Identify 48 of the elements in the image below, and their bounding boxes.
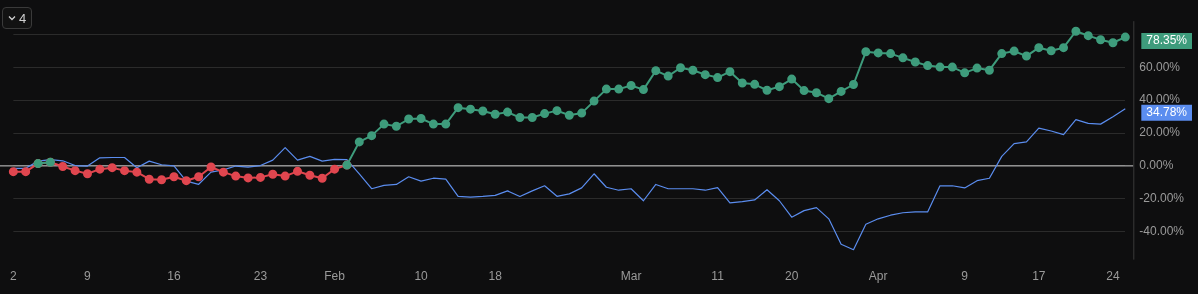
x-tick-label: 11	[711, 269, 725, 284]
point	[268, 169, 278, 179]
x-tick-label: Apr	[868, 269, 888, 284]
annotation: 4	[19, 10, 27, 26]
x-tick-label: 24	[1106, 269, 1120, 284]
x-tick-label: Feb	[324, 269, 346, 284]
data-label: 78.35%	[1146, 33, 1188, 48]
x-tick-label: 16	[167, 269, 181, 284]
x-tick-label: 9	[84, 269, 92, 284]
point	[132, 167, 142, 177]
point	[8, 167, 18, 177]
point	[95, 164, 105, 174]
point	[70, 166, 80, 176]
x-tick-label: 2	[9, 269, 17, 284]
point	[82, 169, 92, 179]
y-tick-label: 40.00%	[1139, 92, 1181, 107]
point	[157, 175, 167, 185]
y-tick-label: -40.00%	[1139, 223, 1185, 238]
x-tick-label: 23	[253, 269, 268, 284]
x-tick-label: 20	[785, 269, 799, 284]
point	[120, 166, 130, 176]
point	[107, 163, 117, 173]
point	[280, 171, 290, 181]
point	[317, 173, 327, 183]
point	[194, 172, 204, 182]
point	[206, 162, 216, 172]
point	[293, 166, 303, 176]
point	[181, 176, 191, 186]
x-tick-label: 18	[488, 269, 503, 284]
point	[21, 167, 31, 177]
point	[243, 173, 253, 183]
point	[330, 164, 340, 174]
x-tick-label: 9	[961, 269, 969, 284]
x-tick-label: 10	[414, 269, 429, 284]
y-tick-label: 0.00%	[1139, 158, 1174, 173]
point	[58, 162, 68, 172]
y-tick-label: -20.00%	[1139, 191, 1185, 206]
x-tick-label: 17	[1032, 269, 1046, 284]
y-tick-label: 20.00%	[1139, 125, 1181, 140]
point	[144, 174, 154, 184]
x-tick-label: Mar	[620, 269, 642, 284]
point	[169, 172, 179, 182]
y-tick-label: 60.00%	[1139, 59, 1181, 74]
point	[218, 167, 228, 177]
data-label: 34.78%	[1146, 105, 1188, 120]
point	[255, 172, 265, 182]
point	[231, 171, 241, 181]
point	[305, 170, 315, 180]
